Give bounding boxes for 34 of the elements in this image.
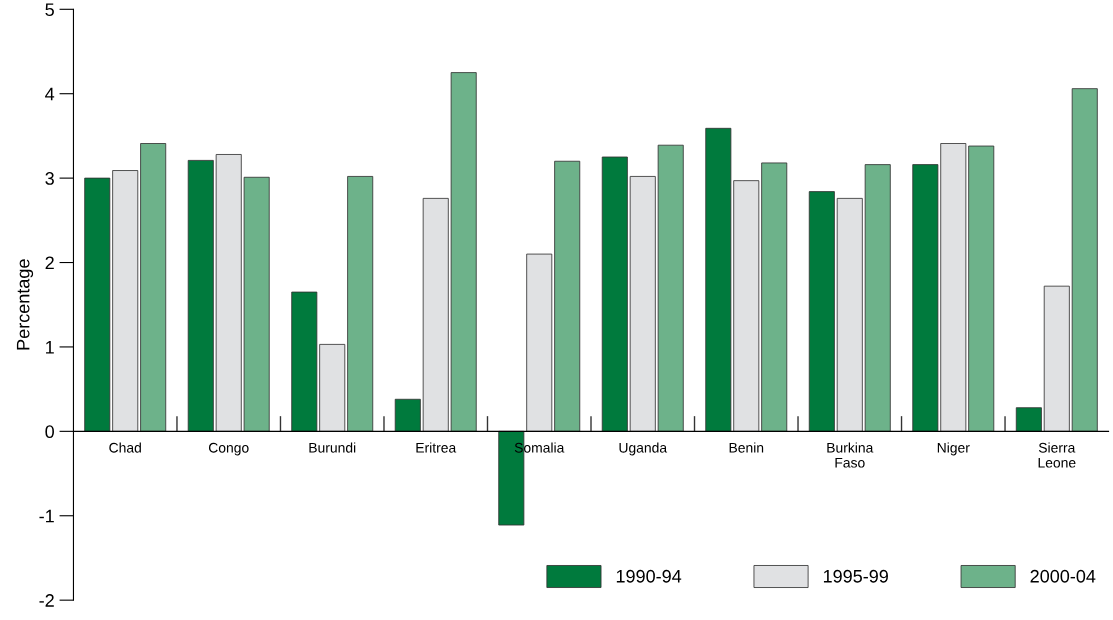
y-tick-label: 4 — [45, 87, 55, 101]
x-tick-label: Chad — [109, 442, 141, 453]
x-tick-label: Burundi — [309, 442, 356, 453]
y-tick-label: 3 — [45, 172, 54, 185]
y-tick-label: 2 — [45, 256, 54, 270]
x-tick-label: Eritrea — [416, 442, 457, 453]
bar — [1015, 407, 1042, 432]
x-tick-label: Burkina Faso — [827, 442, 874, 468]
bar — [1071, 88, 1098, 432]
y-tick-label: -2 — [39, 594, 54, 607]
y-tick-label: 1 — [46, 341, 54, 354]
x-tick-label: Sierra Leone — [1038, 442, 1076, 468]
y-tick-label: 0 — [45, 425, 54, 439]
bar — [112, 170, 139, 432]
legend-label: 1990-94 — [616, 569, 682, 583]
bar — [394, 398, 421, 432]
y-axis-title: Percentage — [16, 259, 34, 350]
bar — [140, 143, 167, 432]
bar — [347, 176, 374, 432]
bar — [601, 156, 628, 432]
bar — [808, 191, 835, 432]
bar — [84, 177, 111, 432]
bar — [761, 162, 788, 432]
y-tick-label: -1 — [39, 509, 54, 523]
bar — [1043, 285, 1070, 432]
legend-label: 2000-04 — [1030, 569, 1096, 583]
bar — [526, 253, 553, 432]
y-tick-label: 5 — [45, 3, 54, 17]
x-tick-label: Niger — [937, 442, 970, 456]
x-tick-label: Uganda — [619, 442, 668, 456]
x-tick-label: Congo — [208, 442, 249, 456]
legend-label: 1995-99 — [823, 569, 888, 583]
bar — [554, 160, 581, 432]
x-tick-label: Benin — [729, 442, 764, 453]
